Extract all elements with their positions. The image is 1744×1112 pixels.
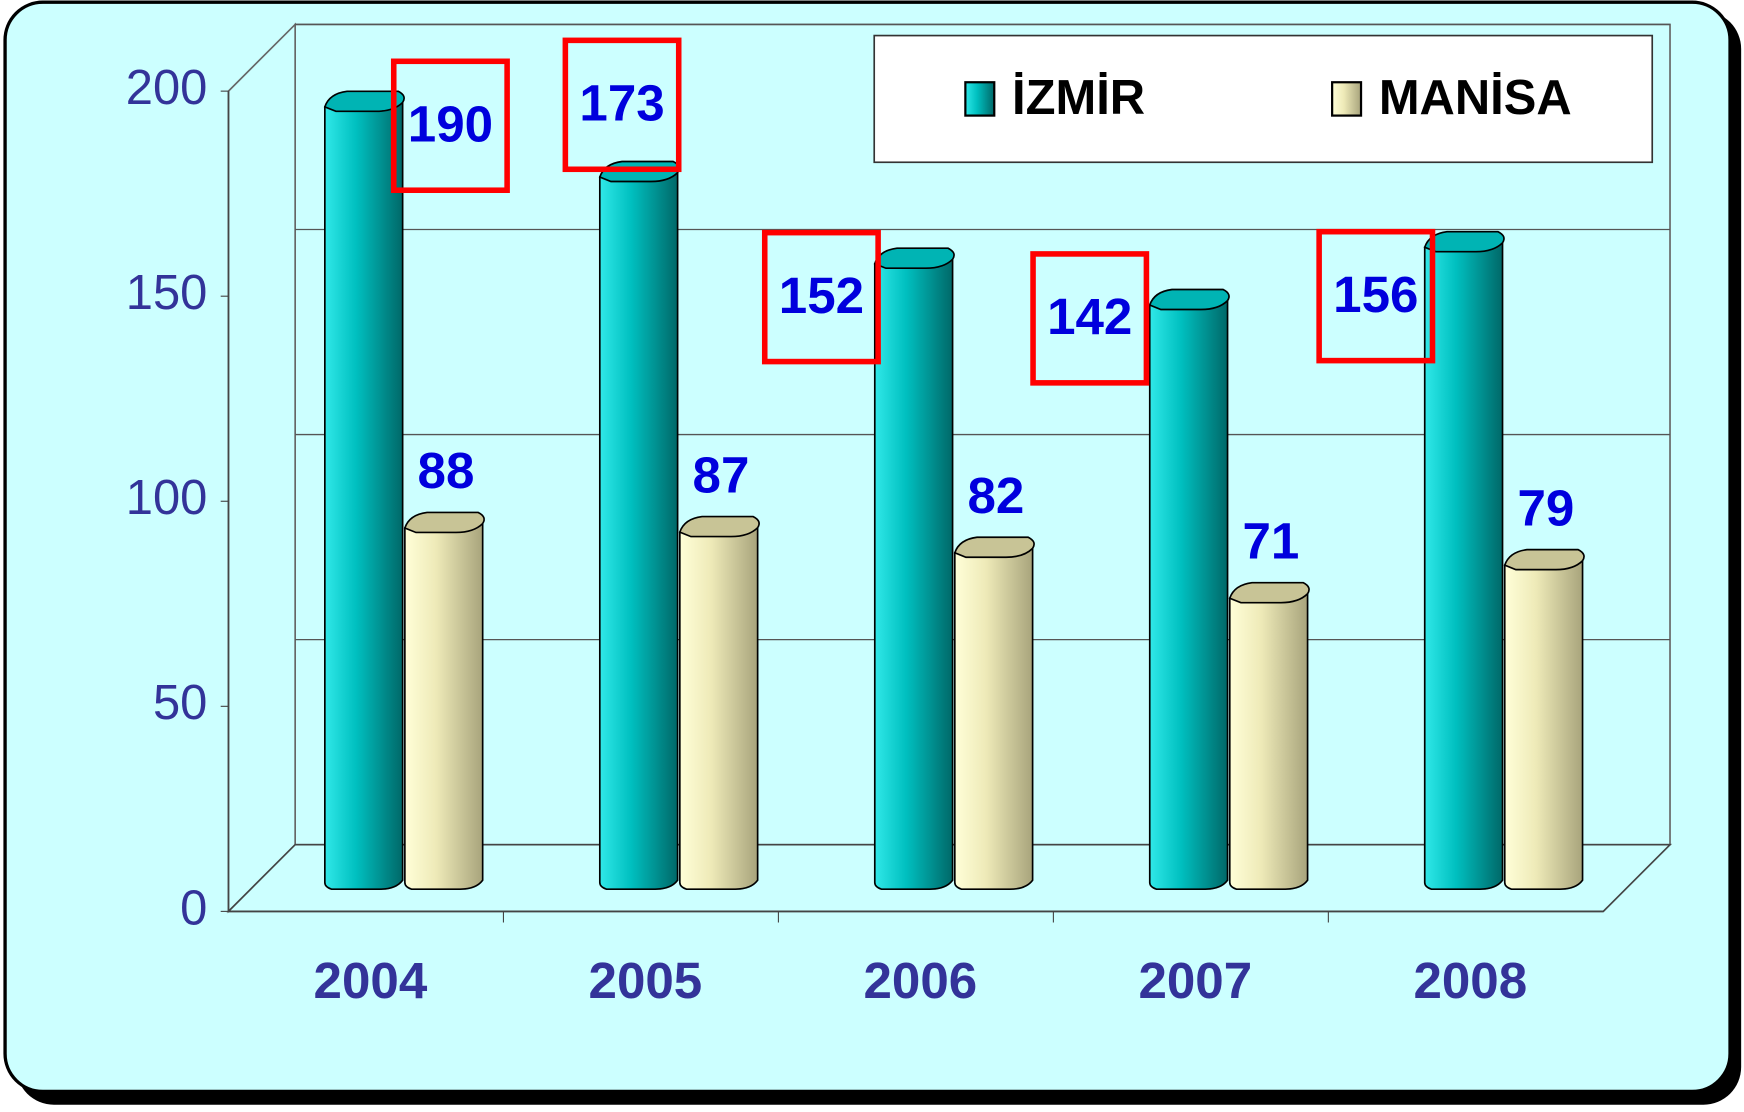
label-box [761, 229, 881, 365]
bar [598, 171, 679, 890]
x-tick-label: 2005 [589, 952, 703, 1009]
x-tick-label: 2006 [863, 952, 977, 1009]
value-label: 87 [693, 446, 750, 503]
bar [953, 547, 1034, 890]
bar [1228, 592, 1309, 890]
bar [873, 258, 954, 890]
label-box [562, 37, 682, 173]
y-tick-label: 150 [126, 266, 208, 320]
x-tick-label: 2007 [1138, 952, 1252, 1009]
label-box [390, 58, 510, 194]
value-label: 142 [1047, 288, 1132, 345]
bar-top [403, 511, 485, 534]
bar-top [1148, 288, 1230, 311]
value-label: 152 [779, 267, 864, 324]
bar [404, 522, 484, 890]
bar [1423, 241, 1504, 890]
value-label: 190 [408, 95, 493, 152]
x-tick-label: 2008 [1413, 952, 1527, 1009]
bar-top [953, 536, 1035, 559]
legend-label: MANİSA [1379, 71, 1572, 125]
legend-label: İZMİR [1012, 71, 1145, 125]
bar-top [323, 90, 405, 113]
bar-top [1503, 548, 1585, 571]
y-tick-label: 100 [126, 471, 208, 525]
bar-top [1228, 581, 1310, 604]
value-label: 71 [1242, 512, 1299, 569]
value-label: 156 [1333, 266, 1418, 323]
bar [678, 526, 759, 890]
legend-swatch [1331, 81, 1363, 117]
y-tick-label: 200 [126, 61, 208, 115]
bar [324, 101, 404, 890]
bar-top [1423, 230, 1505, 253]
bar [1503, 559, 1584, 890]
label-box [1316, 228, 1436, 364]
bar [1148, 299, 1229, 890]
value-label: 88 [418, 442, 475, 499]
value-label: 79 [1517, 479, 1574, 536]
bar-top [678, 515, 760, 538]
value-label: 173 [579, 75, 664, 132]
legend-swatch [964, 81, 996, 117]
bar-top [873, 247, 955, 270]
x-tick-label: 2004 [314, 952, 428, 1009]
legend [873, 34, 1654, 164]
value-label: 82 [967, 467, 1024, 524]
side-wall [227, 22, 296, 914]
label-box [1030, 251, 1150, 386]
y-tick-label: 50 [153, 676, 207, 730]
y-tick-label: 0 [180, 881, 207, 935]
